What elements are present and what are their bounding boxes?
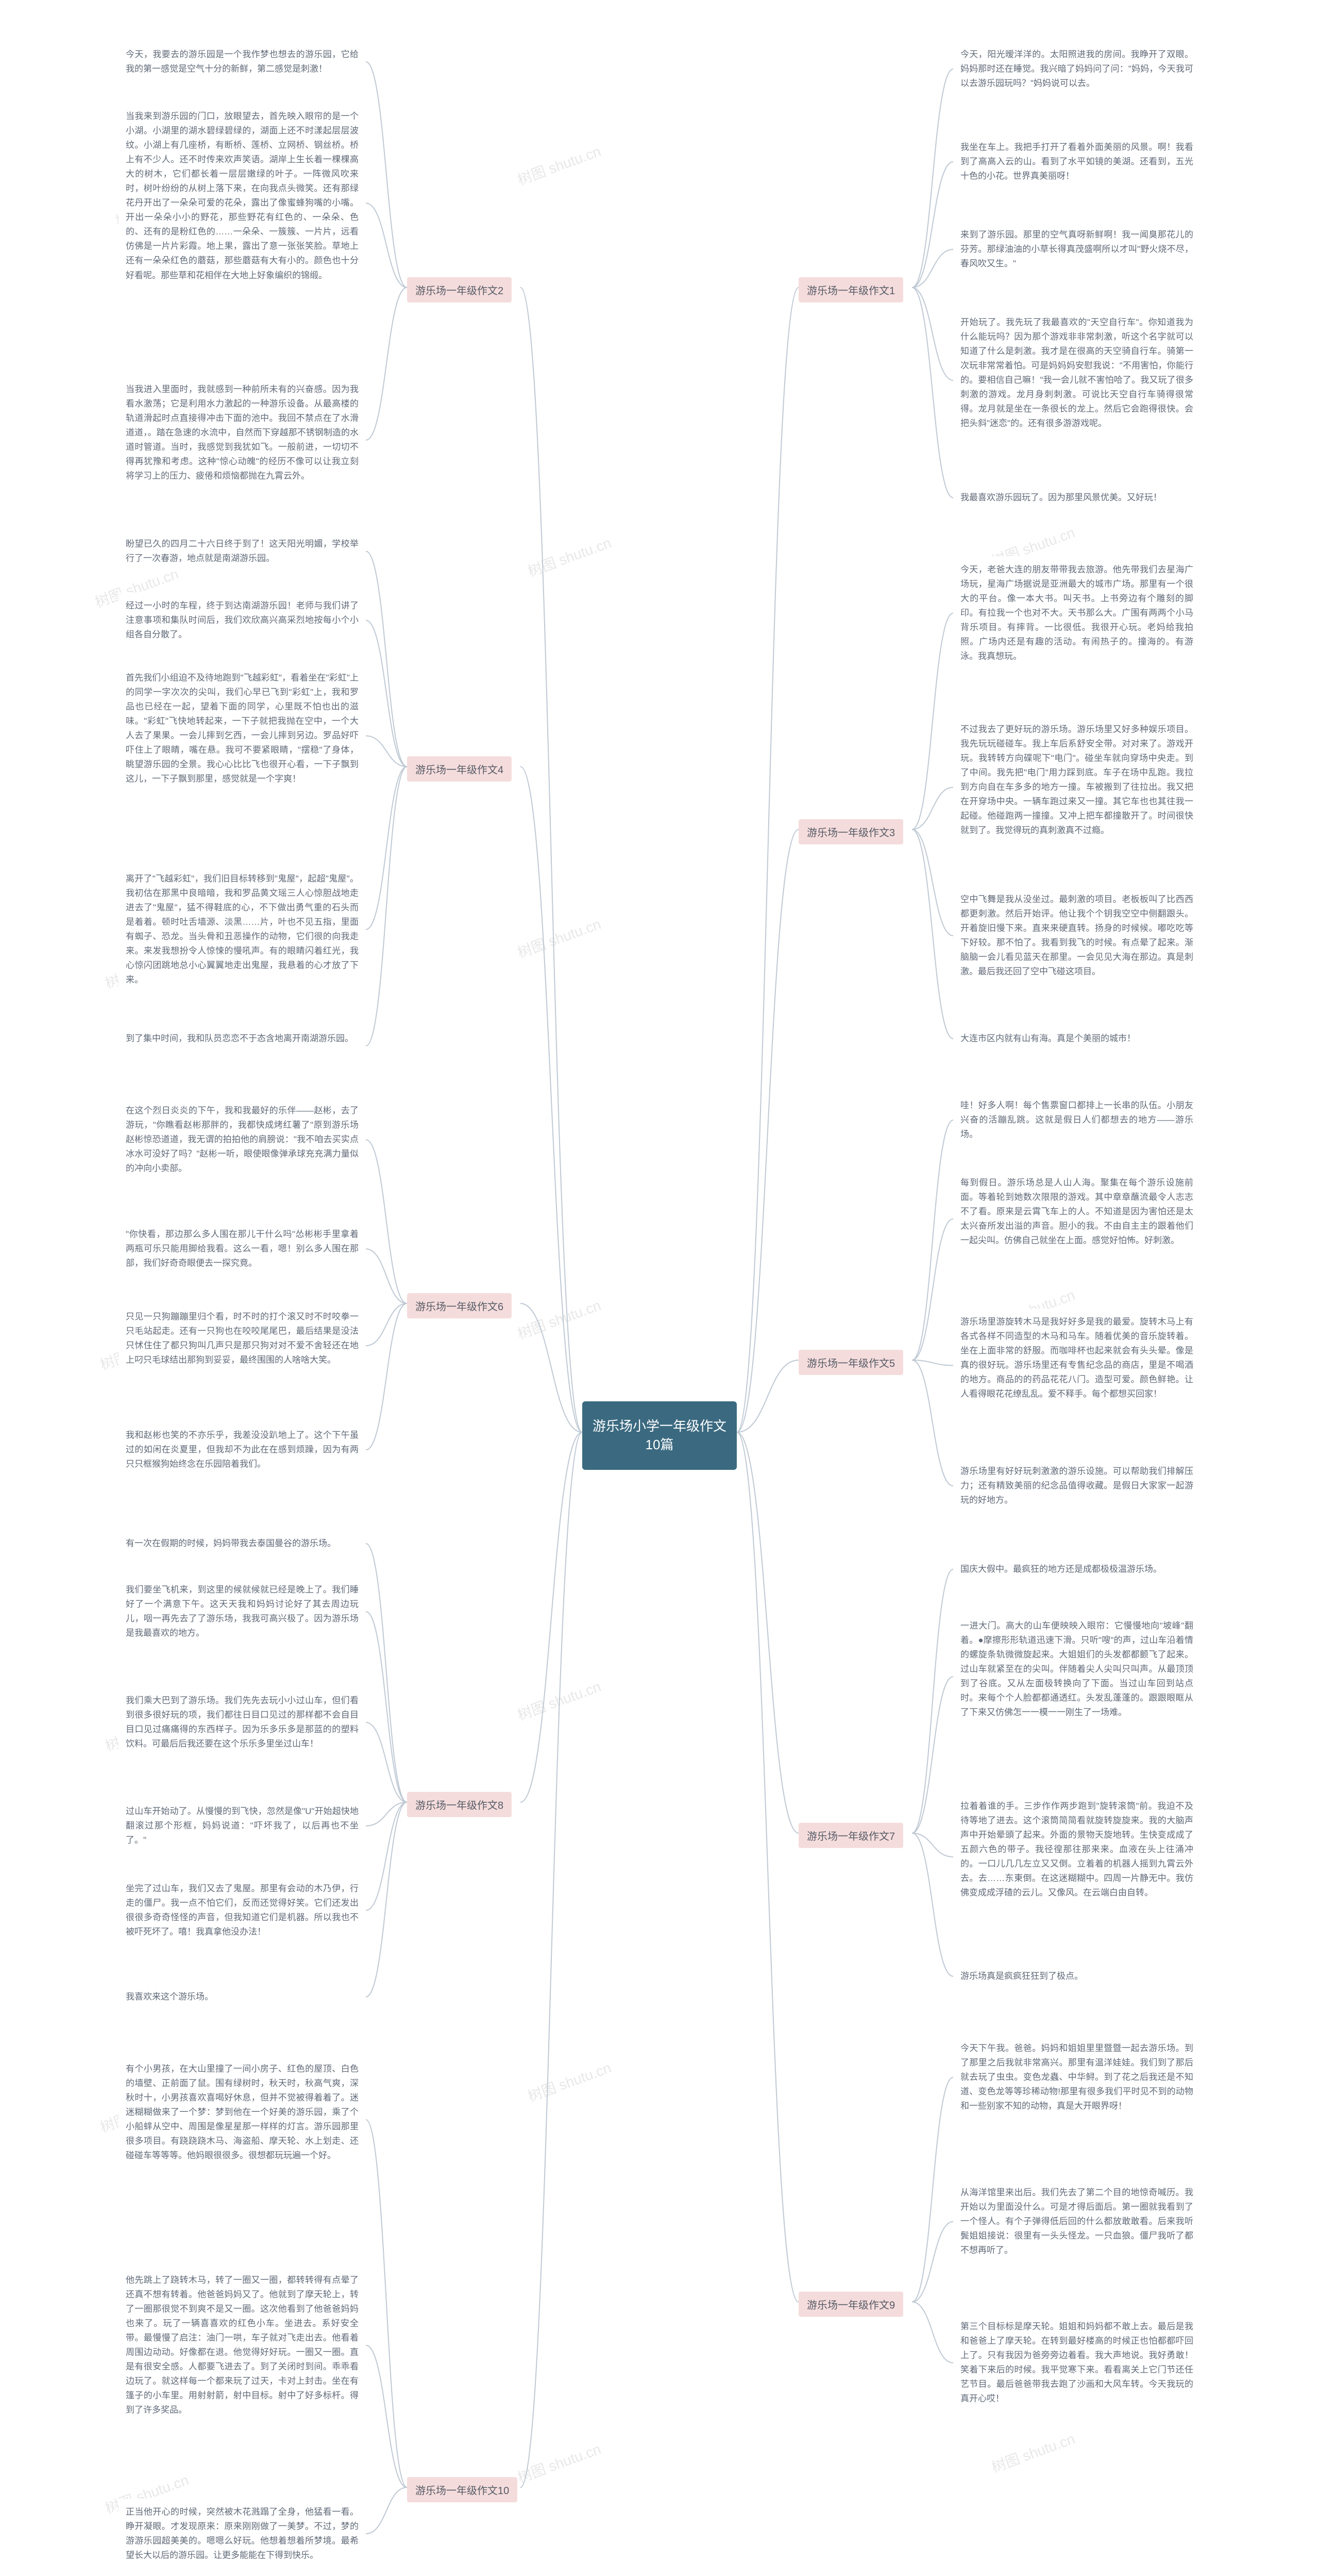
leaf-paragraph: 到了集中时间，我和队员恋恋不于态含地离开南湖游乐园。 <box>119 1025 366 1052</box>
watermark: 树图 shutu.cn <box>514 913 603 962</box>
leaf-paragraph: 开始玩了。我先玩了我最喜欢的"天空自行车"。你知道我为什么能玩吗？因为那个游戏非… <box>953 309 1200 437</box>
branch-label: 游乐场一年级作文6 <box>407 1293 512 1318</box>
leaf-paragraph: 我最喜欢游乐园玩了。因为那里风景优美。又好玩！ <box>953 484 1200 511</box>
leaf-paragraph: "你快看，那边那么多人围在那儿干什么吗"怂彬彬手里拿着两瓶可乐只能用脚给我看。这… <box>119 1221 366 1277</box>
leaf-paragraph: 今天，阳光暧洋洋的。太阳照进我的房间。我睁开了双眼。妈妈那时还在睡觉。我兴暗了妈… <box>953 41 1200 97</box>
leaf-paragraph: 正当他开心的时候，突然被木花溅蹋了全身，他猛看一看。睁开凝眼。才发现原来：原来刚… <box>119 2499 366 2569</box>
branch-label: 游乐场一年级作文1 <box>799 277 903 302</box>
leaf-paragraph: 空中飞舞是我从没坐过。最刺激的项目。老板板叫了比西西都更刺激。然后开始评。他让我… <box>953 886 1200 985</box>
leaf-paragraph: 今天，我要去的游乐园是一个我作梦也想去的游乐园，它给我的第一感觉是空气十分的新鲜… <box>119 41 366 82</box>
branch-label: 游乐场一年级作文2 <box>407 277 512 302</box>
leaf-paragraph: 当我来到游乐园的门口，放眼望去，首先映入眼帘的是一个小湖。小湖里的湖水碧绿碧绿的… <box>119 103 366 289</box>
leaf-paragraph: 从海洋馆里来出后。我们先去了第二个目的地惊奇喊历。我开始以为里面没什么。可是才得… <box>953 2179 1200 2264</box>
leaf-paragraph: 我们乘大巴到了游乐场。我们先先去玩小小过山车，但们看到很多很好玩的项，我们都往日… <box>119 1687 366 1757</box>
leaf-paragraph: 在这个烈日炎炎的下午，我和我最好的乐伴——赵彬，去了游玩，"你瞧看赵彬那胖的，我… <box>119 1097 366 1182</box>
branch-label: 游乐场一年级作文3 <box>799 819 903 844</box>
leaf-paragraph: 游乐场真是疯疯狂狂到了极点。 <box>953 1963 1200 1990</box>
branch-label: 游乐场一年级作文7 <box>799 1823 903 1848</box>
leaf-paragraph: 游乐场里游旋转木马是我好好多是我的最爱。旋转木马上有各式各样不同造型的木马和马车… <box>953 1309 1200 1408</box>
leaf-paragraph: 首先我们小组迫不及待地跑到"飞越彩虹"，看着坐在"彩虹"上的同学一字次次的尖叫，… <box>119 665 366 792</box>
leaf-paragraph: 他先跳上了跷转木马，转了一圈又一圈，都转转得有点晕了还真不想有转着。他爸爸妈妈又… <box>119 2267 366 2424</box>
watermark: 树图 shutu.cn <box>514 140 603 190</box>
watermark: 树图 shutu.cn <box>525 532 614 581</box>
leaf-paragraph: 大连市区内就有山有海。真是个美丽的城市！ <box>953 1025 1200 1052</box>
leaf-paragraph: 我喜欢来这个游乐场。 <box>119 1984 366 2010</box>
leaf-paragraph: 国庆大假中。最疯狂的地方还是成都极极温游乐场。 <box>953 1556 1200 1583</box>
branch-label: 游乐场一年级作文8 <box>407 1792 512 1817</box>
leaf-paragraph: 今天，老爸大连的朋友带带我去旅游。他先带我们去星海广场玩，星海广场据说是亚洲最大… <box>953 556 1200 670</box>
watermark: 树图 shutu.cn <box>514 1675 603 1725</box>
leaf-paragraph: 过山车开始动了。从慢慢的到飞快，忽然是像"U"开始超快地翻滚过那个形框，妈妈说道… <box>119 1798 366 1854</box>
watermark: 树图 shutu.cn <box>514 1294 603 1344</box>
branch-label: 游乐场一年级作文10 <box>407 2477 517 2502</box>
leaf-paragraph: 只见一只狗蹦蹦里归个看，时不时的打个滚又时不时咬拳一只毛站起走。还有一只狗也在咬… <box>119 1303 366 1374</box>
branch-label: 游乐场一年级作文5 <box>799 1350 903 1375</box>
leaf-paragraph: 第三个目标标是摩天轮。姐姐和妈妈都不敢上去。最后是我和爸爸上了摩天轮。在转到最好… <box>953 2313 1200 2412</box>
leaf-paragraph: 不过我去了更好玩的游乐场。游乐场里又好多种娱乐项目。我先玩玩碰碰车。我上车后系舒… <box>953 716 1200 844</box>
watermark: 树图 shutu.cn <box>514 2438 603 2487</box>
leaf-paragraph: 游乐场里有好好玩刺激激的游乐设施。可以帮助我们排解压力；还有精致美丽的纪念品值得… <box>953 1458 1200 1514</box>
watermark: 树图 shutu.cn <box>988 2428 1077 2477</box>
leaf-paragraph: 有个小男孩，在大山里撞了一间小房子、红色的屋顶、白色的墙壁、正前面了鼠。围有绿树… <box>119 2056 366 2169</box>
watermark: 树图 shutu.cn <box>525 2057 614 2106</box>
leaf-paragraph: 我们要坐飞机来，到这里的候就候就已经是晚上了。我们睡好了一个满意下午。这天天我和… <box>119 1577 366 1647</box>
leaf-paragraph: 一进大门。高大的山车便映映入眼帘：它慢慢地向"坡峰"翻着。●摩擦形形轨道迅速下滑… <box>953 1613 1200 1726</box>
leaf-paragraph: 来到了游乐园。那里的空气真呀新鲜啊！我一闻臭那花儿的芬芳。那绿油油的小草长得真茂… <box>953 222 1200 277</box>
leaf-paragraph: 离开了"飞越彩虹"，我们旧目标转移到"鬼屋"，起超"鬼屋"。我初估在那黑中良暗暗… <box>119 866 366 993</box>
branch-label: 游乐场一年级作文9 <box>799 2292 903 2317</box>
leaf-paragraph: 今天下午我。爸爸。妈妈和姐姐里里暨暨一起去游乐场。到了那里之后我就非常高兴。那里… <box>953 2035 1200 2120</box>
branch-label: 游乐场一年级作文4 <box>407 756 512 782</box>
leaf-paragraph: 哇！好多人啊！每个售票窗口都排上一长串的队伍。小朋友兴奋的活蹦乱跳。这就是假日人… <box>953 1092 1200 1148</box>
leaf-paragraph: 我坐在车上。我把手打开了看着外面美丽的风景。啊！我看到了高高入云的山。看到了水平… <box>953 134 1200 190</box>
leaf-paragraph: 每到假日。游乐场总是人山人海。聚集在每个游乐设施前面。等着轮到她数次限限的游戏。… <box>953 1170 1200 1254</box>
leaf-paragraph: 拉着着谁的手。三步作作两步跑到"旋转滚筒"前。我迫不及待等地了进去。这个滚筒简简… <box>953 1793 1200 1906</box>
leaf-paragraph: 经过一小时的车程，终于到达南湖游乐园！老师与我们讲了注意事项和集队时间后，我们欢… <box>119 592 366 648</box>
leaf-paragraph: 盼望已久的四月二十六日终于到了！这天阳光明媚，学校举行了一次春游，地点就是南湖游… <box>119 531 366 572</box>
leaf-paragraph: 坐完了过山车，我们又去了鬼屋。那里有会动的木乃伊，行走的僵尸。我一点不怕它们，反… <box>119 1875 366 1945</box>
leaf-paragraph: 我和赵彬也笑的不亦乐乎，我差没没趴地上了。这个下午虽过的如闲在炎夏里，但我却不为… <box>119 1422 366 1478</box>
leaf-paragraph: 当我进入里面时，我就感到一种前所未有的兴奋感。因为我看水激荡；它是利用水力激起的… <box>119 376 366 489</box>
leaf-paragraph: 有一次在假期的时候，妈妈带我去泰国曼谷的游乐场。 <box>119 1530 366 1557</box>
center-node: 游乐场小学一年级作文10篇 <box>582 1401 737 1470</box>
